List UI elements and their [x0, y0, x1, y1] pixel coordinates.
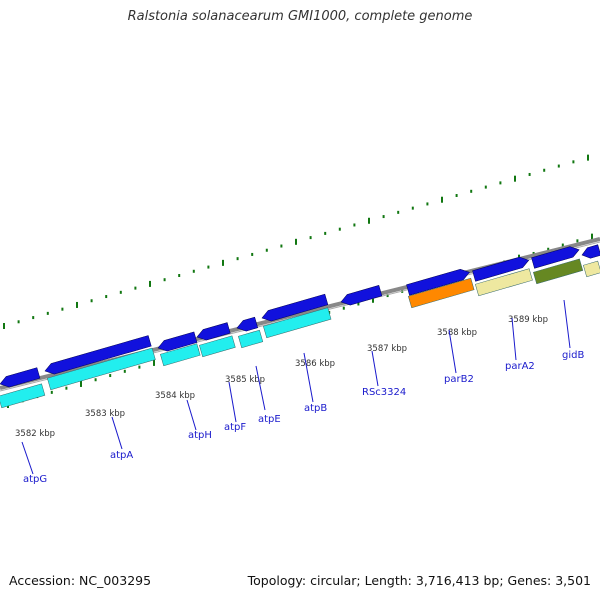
cds-bar	[160, 343, 201, 367]
cds-bar	[238, 329, 264, 349]
gene-label: parA2	[505, 361, 535, 372]
gene-arrow	[196, 322, 231, 341]
gene-label: parB2	[444, 374, 474, 385]
cds-bar	[408, 277, 475, 309]
cds-features	[0, 258, 600, 409]
cds-bar	[583, 260, 600, 278]
kbp-label: 3584 kbp	[155, 391, 195, 401]
gene-arrow	[44, 335, 152, 375]
kbp-label: 3582 kbp	[15, 429, 55, 439]
cds-bar	[533, 258, 584, 285]
gene-arrow	[261, 293, 329, 322]
gene-label: atpH	[188, 430, 212, 441]
label-leader-line	[228, 381, 237, 423]
label-leader-line	[511, 317, 517, 361]
kbp-label: 3583 kbp	[85, 409, 125, 419]
label-leader-line	[186, 399, 197, 431]
topology-summary: Topology: circular; Length: 3,716,413 bp…	[247, 573, 591, 588]
gene-label: gidB	[562, 350, 584, 361]
gene-label: atpE	[258, 414, 281, 425]
gene-arrow	[157, 331, 198, 352]
kbp-label: 3587 kbp	[367, 344, 407, 354]
kbp-label: 3586 kbp	[295, 359, 335, 369]
gene-label: RSc3324	[362, 387, 406, 398]
gene-features	[0, 244, 600, 388]
cds-bar	[475, 268, 533, 297]
gene-arrow	[236, 316, 259, 332]
kbp-label: 3589 kbp	[508, 315, 548, 325]
cds-bar	[199, 335, 236, 358]
gene-label: atpF	[224, 422, 246, 433]
label-leader-line	[563, 299, 571, 349]
genome-title: Ralstonia solanacearum GMI1000, complete…	[127, 9, 473, 24]
label-leader-line	[448, 329, 457, 374]
gene-label: atpG	[23, 474, 47, 485]
cds-bar	[0, 383, 46, 409]
gene-labels: atpG atpA atpH atpF atpE atpB RSc3324 parB2 parA…	[21, 299, 584, 485]
gene-arrow	[531, 246, 580, 269]
gene-arrow	[581, 244, 600, 259]
label-leader-line	[371, 350, 379, 387]
gene-arrow	[472, 256, 530, 282]
accession-text: Accession: NC_003295	[9, 573, 152, 588]
label-leader-line	[303, 352, 314, 403]
gene-label: atpB	[304, 403, 327, 414]
label-leader-line	[21, 441, 34, 475]
label-leader-line	[255, 365, 266, 411]
gene-arrow	[406, 268, 470, 296]
cds-bar	[263, 307, 332, 339]
cds-bar	[47, 347, 156, 391]
kbp-labels: 3582 kbp 3583 kbp 3584 kbp 3585 kbp 3586 kbp…	[15, 315, 548, 439]
gene-label: atpA	[110, 450, 133, 461]
gene-arrow	[0, 367, 41, 388]
label-leader-line	[111, 416, 123, 450]
kbp-label: 3585 kbp	[225, 375, 265, 385]
kbp-label: 3588 kbp	[437, 328, 477, 338]
gene-arrow	[340, 285, 383, 306]
